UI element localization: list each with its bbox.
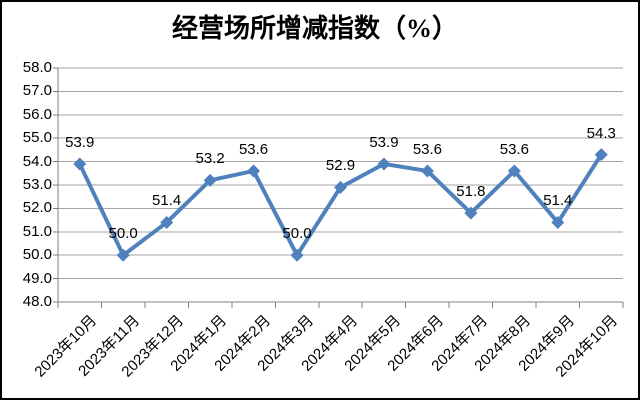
y-axis-label: 50.0 [22,246,52,264]
data-label: 53.9 [65,133,95,151]
data-point-marker [247,164,261,178]
y-axis-label: 56.0 [22,105,52,123]
data-point-marker [203,173,217,187]
y-axis-label: 54.0 [22,152,52,170]
data-label: 51.8 [456,183,486,201]
y-axis-label: 49.0 [22,269,52,287]
data-label: 54.3 [586,124,616,142]
data-label: 50.0 [282,225,312,243]
y-axis-label: 48.0 [22,293,52,310]
data-point-marker [116,248,130,262]
data-point-marker [334,180,347,194]
y-axis-label: 53.0 [22,176,52,193]
data-label: 50.0 [108,225,138,243]
y-axis-label: 57.0 [22,82,52,100]
data-label: 53.6 [412,140,443,158]
y-axis-label: 55.0 [22,129,52,147]
data-point-marker [594,148,608,162]
chart-title: 经营场所增减指数（%） [171,14,458,43]
data-label: 53.6 [238,140,269,158]
data-point-marker [464,206,478,220]
data-point-marker [160,215,174,229]
data-point-marker [290,248,304,262]
data-label: 53.2 [195,150,225,168]
data-label: 53.6 [499,140,529,158]
data-point-marker [420,164,434,178]
data-point-marker [551,215,565,229]
data-label: 53.9 [369,133,399,151]
y-axis-label: 51.0 [22,222,52,240]
data-label: 52.9 [325,157,356,175]
data-point-marker [507,164,521,178]
data-point-marker [377,157,391,171]
data-label: 51.4 [152,192,182,210]
y-axis-label: 52.0 [22,199,52,217]
data-point-marker [73,157,87,171]
y-axis-label: 58.0 [22,59,52,76]
data-label: 51.4 [543,192,573,210]
